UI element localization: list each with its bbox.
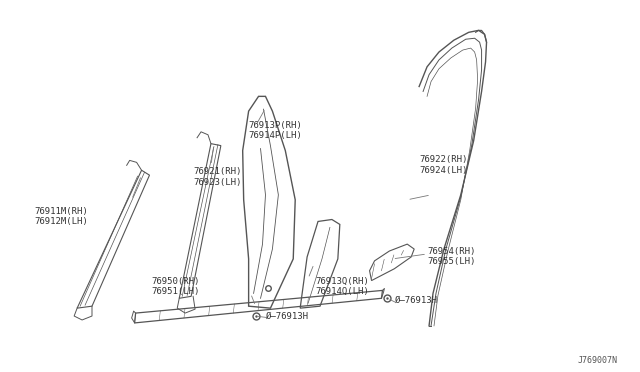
Text: Ø—76913H: Ø—76913H <box>396 296 438 305</box>
Text: 76922(RH)
76924(LH): 76922(RH) 76924(LH) <box>419 155 467 175</box>
Text: 76911M(RH)
76912M(LH): 76911M(RH) 76912M(LH) <box>35 207 88 226</box>
Text: J769007N: J769007N <box>577 356 618 365</box>
Text: Ø—76913H: Ø—76913H <box>266 311 310 321</box>
Text: 76913Q(RH)
76914Q(LH): 76913Q(RH) 76914Q(LH) <box>315 277 369 296</box>
Text: 76921(RH)
76923(LH): 76921(RH) 76923(LH) <box>193 167 241 187</box>
Text: 76913P(RH)
76914P(LH): 76913P(RH) 76914P(LH) <box>248 121 302 140</box>
Text: 76954(RH)
76955(LH): 76954(RH) 76955(LH) <box>427 247 476 266</box>
Text: 76950(RH)
76951(LH): 76950(RH) 76951(LH) <box>152 277 200 296</box>
